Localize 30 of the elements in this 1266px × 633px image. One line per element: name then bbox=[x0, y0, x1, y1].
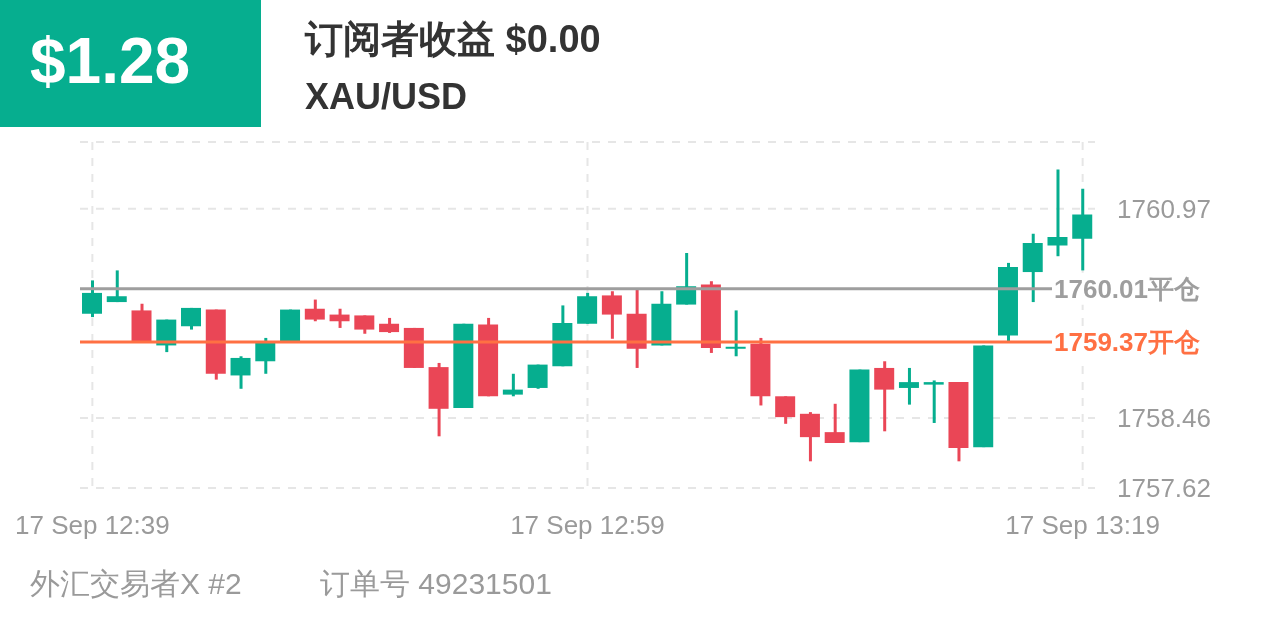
chart-subtitle: XAU/USD bbox=[305, 76, 468, 118]
candlestick bbox=[230, 356, 251, 389]
candlestick bbox=[329, 308, 350, 328]
ref-line-label: 1759.37开仓 bbox=[1054, 327, 1200, 358]
candlestick bbox=[1047, 169, 1068, 258]
x-tick-label: 17 Sep 13:19 bbox=[1005, 510, 1160, 540]
text: $1.28 bbox=[30, 24, 191, 98]
candlestick bbox=[527, 364, 548, 389]
candlestick bbox=[502, 372, 523, 397]
candlestick bbox=[601, 291, 622, 339]
candlestick bbox=[106, 270, 127, 304]
y-tick-label: 1757.62 bbox=[1117, 473, 1211, 503]
candlestick bbox=[82, 280, 102, 319]
candlestick bbox=[725, 310, 746, 357]
x-tick-label: 17 Sep 12:59 bbox=[510, 510, 665, 540]
ref-line-label: 1760.01平仓 bbox=[1054, 273, 1200, 304]
candlestick bbox=[775, 396, 796, 424]
candlestick bbox=[824, 402, 845, 443]
candlestick bbox=[304, 299, 325, 322]
chart-title: 订阅者收益 $0.00 bbox=[305, 17, 601, 62]
candlestick bbox=[799, 412, 820, 462]
y-tick-label: 1760.97 bbox=[1117, 193, 1211, 224]
x-tick-label: 17 Sep 12:39 bbox=[15, 510, 170, 540]
text: 订单号 49231501 bbox=[320, 566, 552, 602]
text: 外汇交易者X #2 bbox=[30, 566, 242, 602]
y-tick-label: 1758.46 bbox=[1117, 402, 1211, 433]
candlestick bbox=[874, 361, 895, 432]
candlestick bbox=[898, 366, 919, 405]
candlestick bbox=[923, 380, 944, 423]
candlestick bbox=[354, 315, 375, 334]
